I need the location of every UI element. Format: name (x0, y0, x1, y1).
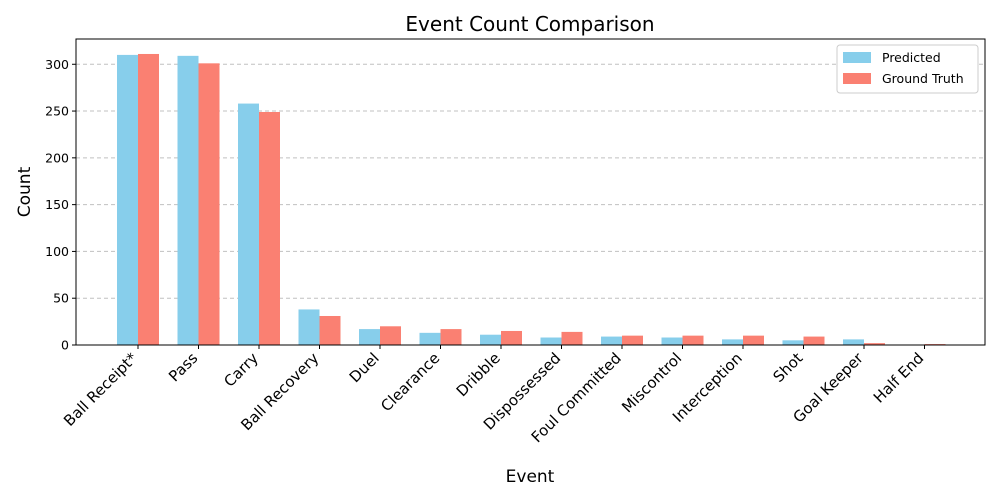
legend-swatch-predicted (843, 52, 871, 63)
y-tick-label: 0 (61, 338, 69, 353)
bar-ground-truth (803, 336, 825, 345)
bar-ground-truth (501, 330, 522, 345)
y-tick-label: 100 (45, 244, 69, 259)
bar-predicted (359, 329, 380, 345)
bar-ground-truth (864, 343, 885, 345)
x-tick-label: Shot (769, 349, 806, 386)
legend-box (836, 44, 979, 94)
chart-title: Event Count Comparison (405, 12, 654, 36)
bar-predicted (782, 340, 804, 345)
bar-predicted (480, 334, 501, 345)
plot-frame (75, 38, 986, 346)
bar-ground-truth (440, 329, 462, 345)
y-tick-label: 200 (45, 150, 69, 165)
bar-predicted (601, 336, 622, 345)
bar-predicted (238, 103, 259, 345)
bar-ground-truth (138, 53, 159, 346)
bar-predicted (661, 337, 683, 345)
y-axis-label: Count (15, 166, 35, 217)
legend: Predicted Ground Truth (836, 44, 979, 94)
grid-lines (76, 63, 985, 299)
bar-ground-truth (198, 63, 220, 346)
bar-ground-truth (622, 335, 643, 345)
bar-ground-truth (561, 331, 583, 345)
bars (117, 53, 946, 346)
x-tick-label: Duel (346, 349, 383, 386)
x-axis-label: Event (506, 467, 555, 487)
bar-predicted (540, 337, 562, 345)
bar-ground-truth (259, 111, 280, 346)
y-tick-label: 300 (45, 57, 69, 72)
bar-ground-truth (743, 335, 764, 345)
bar-predicted (843, 339, 864, 345)
bar-predicted (298, 309, 320, 345)
x-tick-label: Ball Receipt* (60, 349, 141, 430)
y-tick-label: 150 (45, 197, 69, 212)
bar-ground-truth (380, 326, 401, 345)
bar-ground-truth (319, 315, 341, 345)
bar-ground-truth (682, 335, 704, 345)
y-tick-label: 250 (45, 104, 69, 119)
x-tick-label: Pass (165, 349, 201, 385)
x-tick-label: Clearance (377, 349, 443, 415)
y-axis-ticks: 0 50 100 150 200 250 300 (45, 57, 76, 353)
bar-predicted (117, 54, 138, 345)
bar-predicted (177, 55, 199, 346)
x-tick-label: Half End (870, 349, 927, 406)
bar-predicted (419, 332, 441, 345)
x-tick-label: Dribble (453, 349, 504, 400)
legend-swatch-ground-truth (843, 73, 871, 84)
y-tick-label: 50 (53, 291, 69, 306)
x-tick-label: Carry (220, 349, 262, 391)
bar-predicted (722, 339, 743, 345)
legend-label-predicted: Predicted (882, 50, 941, 65)
legend-label-ground-truth: Ground Truth (882, 71, 964, 86)
